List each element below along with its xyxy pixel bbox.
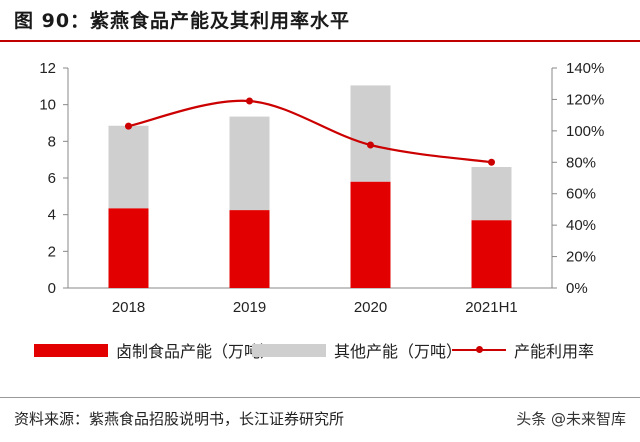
y-left-tick-label: 10 [39,97,56,114]
y-right-tick-label: 0% [566,280,588,297]
bar-other-2018 [108,125,149,209]
bar-braised-2020 [350,181,391,288]
legend-swatch-red [34,343,108,357]
legend-label-utilization: 产能利用率 [514,342,595,361]
source-divider [0,397,640,398]
utilization-point-2018 [125,122,132,130]
bar-other-2021H1 [471,167,512,221]
y-left-tick-label: 0 [48,280,56,297]
utilization-point-2021H1 [488,158,495,166]
y-left-tick-label: 6 [48,170,56,187]
bar-braised-2021H1 [471,220,512,288]
bar-braised-2018 [108,208,149,288]
y-right-tick-label: 80% [566,154,596,171]
watermark: 头条 @未来智库 [516,410,626,428]
utilization-point-2020 [367,141,374,149]
chart-axes [63,67,557,289]
legend-line-marker [452,346,506,353]
bar-braised-2019 [229,210,270,288]
source-note: 资料来源：紫燕食品招股说明书，长江证券研究所 [14,410,345,428]
x-tick-label: 2021H1 [465,299,518,316]
y-right-tick-label: 140% [566,60,604,77]
utilization-line [125,97,495,166]
utilization-line-path [128,99,492,164]
bar-other-2019 [229,116,270,211]
y-right-tick-label: 100% [566,123,604,140]
utilization-point-2019 [246,97,253,105]
y-left-tick-label: 4 [48,207,56,224]
title-divider [0,40,640,42]
y-left-tick-label: 12 [39,60,56,77]
chart-bars [108,85,512,288]
x-tick-label: 2020 [354,299,387,316]
chart-title: 图 90：紫燕食品产能及其利用率水平 [14,10,351,32]
bar-other-2020 [350,85,391,182]
x-tick-label: 2019 [233,299,266,316]
legend-label-braised: 卤制食品产能（万吨） [116,342,277,361]
y-right-tick-label: 120% [566,91,604,108]
legend-item-other: 其他产能（万吨） [252,338,462,362]
legend-item-utilization: 产能利用率 [452,338,594,362]
y-right-tick-label: 20% [566,249,596,266]
legend-item-braised: 卤制食品产能（万吨） [34,338,276,362]
x-tick-label: 2018 [112,299,145,316]
y-left-tick-label: 2 [48,243,56,260]
y-right-tick-label: 60% [566,186,596,203]
chart-legend: 卤制食品产能（万吨） 其他产能（万吨） 产能利用率 [0,338,640,368]
y-right-tick-label: 40% [566,217,596,234]
legend-label-other: 其他产能（万吨） [334,342,463,361]
y-left-tick-label: 8 [48,133,56,150]
legend-swatch-gray [252,343,326,357]
